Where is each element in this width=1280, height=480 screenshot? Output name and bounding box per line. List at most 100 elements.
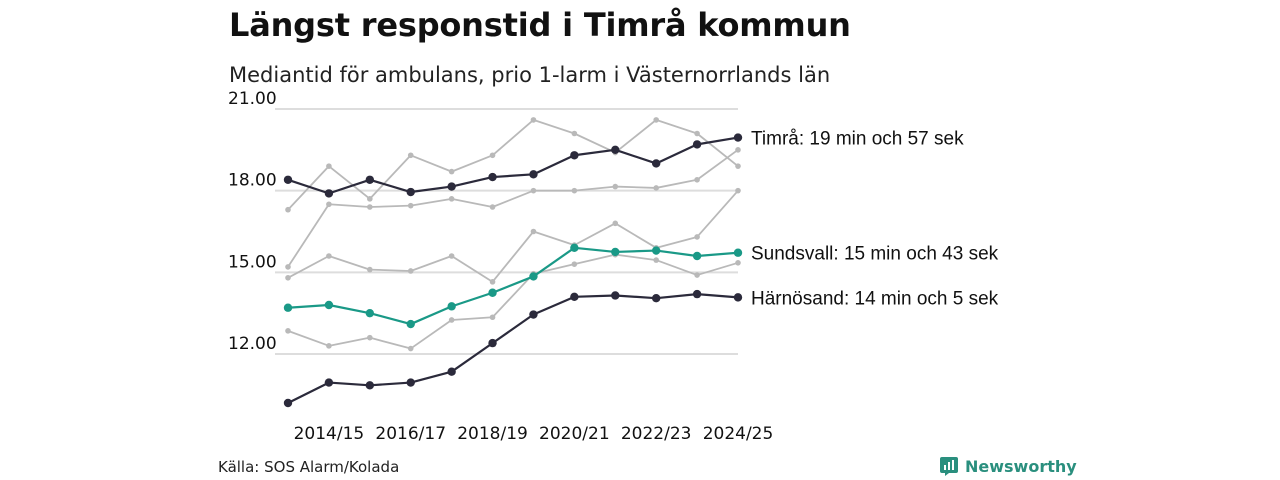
data-point: [733, 133, 743, 142]
chart-title: Längst responstid i Timrå kommun: [229, 6, 851, 44]
series-timrå: [283, 133, 743, 198]
data-point: [367, 266, 373, 273]
data-point: [367, 204, 373, 210]
data-point: [570, 243, 579, 253]
newsworthy-icon: [940, 457, 958, 476]
series-label: Sundsvall: 15 min och 43 sek: [751, 244, 999, 265]
data-point: [692, 251, 702, 261]
data-point: [283, 303, 293, 312]
data-point: [735, 147, 741, 153]
data-point: [694, 234, 700, 240]
data-point: [324, 189, 334, 198]
data-point: [285, 206, 291, 213]
series-group: [283, 117, 743, 408]
data-point: [365, 381, 375, 390]
series-label: Härnösand: 14 min och 5 sek: [751, 288, 999, 309]
data-point: [530, 187, 537, 194]
data-point: [367, 334, 373, 341]
data-point: [571, 130, 578, 137]
series-övrig-kommun-d: [285, 251, 741, 352]
data-point: [489, 279, 496, 285]
data-point: [694, 272, 700, 278]
series-line: [287, 190, 739, 283]
data-point: [653, 117, 659, 123]
data-point: [488, 288, 497, 297]
x-axis: 2014/15 2016/17 2018/19 2020/21 2022/23 2024/…: [294, 424, 774, 444]
data-point: [406, 319, 415, 329]
x-tick-label: 2020/21: [539, 424, 610, 444]
data-point: [611, 247, 620, 257]
series-härnösand: [283, 289, 743, 408]
data-point: [570, 292, 579, 302]
data-point: [692, 140, 702, 149]
gridlines: [275, 108, 738, 355]
data-point: [529, 310, 538, 319]
data-point: [407, 345, 414, 352]
data-point: [735, 260, 741, 266]
data-point: [326, 201, 332, 208]
data-point: [447, 302, 456, 311]
data-point: [283, 398, 293, 408]
series-övrig-kommun-b: [285, 147, 741, 270]
data-point: [406, 378, 415, 387]
x-tick-label: 2016/17: [375, 424, 446, 444]
brand-logo: Newsworthy: [939, 456, 1077, 476]
source-note: Källa: SOS Alarm/Kolada: [218, 458, 400, 476]
data-point: [407, 202, 414, 209]
data-point: [489, 204, 496, 210]
data-point: [570, 151, 579, 160]
series-line: [287, 118, 739, 211]
series-line: [287, 293, 739, 404]
y-tick-label: 18.00: [228, 171, 277, 191]
x-tick-label: 2018/19: [457, 424, 528, 444]
brand-name: Newsworthy: [965, 456, 1077, 476]
y-axis: 12.00 15.00 18.00 21.00: [228, 89, 277, 354]
data-point: [653, 185, 659, 191]
data-point: [365, 175, 375, 184]
data-point: [488, 338, 497, 348]
data-point: [571, 261, 578, 267]
series-line: [287, 246, 739, 326]
data-point: [326, 343, 332, 349]
series-labels: Sundsvall: 15 min och 43 sek Härnösand: 1…: [751, 129, 999, 310]
data-point: [447, 367, 456, 376]
data-point: [285, 274, 291, 281]
data-point: [448, 168, 455, 175]
chart-subtitle: Mediantid för ambulans, prio 1-larm i Vä…: [229, 63, 831, 87]
data-point: [694, 130, 700, 137]
series-line: [287, 149, 739, 268]
data-point: [611, 291, 620, 300]
x-tick-label: 2014/15: [294, 424, 365, 444]
data-point: [612, 220, 619, 227]
data-point: [285, 328, 291, 334]
data-point: [529, 170, 538, 179]
y-tick-label: 12.00: [228, 334, 277, 354]
data-point: [489, 152, 496, 159]
series-label: Timrå: 19 min och 57 sek: [751, 129, 964, 150]
data-point: [651, 293, 661, 303]
data-point: [407, 268, 414, 274]
y-tick-label: 21.00: [228, 89, 277, 109]
data-point: [365, 308, 375, 318]
data-point: [407, 152, 414, 159]
data-point: [324, 300, 334, 310]
data-point: [733, 248, 743, 257]
data-point: [529, 272, 538, 281]
data-point: [735, 187, 741, 194]
data-point: [447, 182, 456, 191]
series-line: [287, 253, 739, 350]
y-tick-label: 15.00: [228, 252, 277, 272]
data-point: [448, 253, 455, 259]
data-point: [324, 378, 334, 387]
data-point: [285, 264, 291, 270]
series-sundsvall: [283, 243, 743, 329]
data-point: [735, 163, 741, 169]
data-point: [611, 145, 620, 155]
data-point: [448, 317, 455, 323]
data-point: [612, 183, 619, 190]
data-point: [571, 187, 578, 194]
x-tick-label: 2022/23: [621, 424, 692, 444]
data-point: [694, 176, 700, 183]
data-point: [530, 228, 537, 235]
